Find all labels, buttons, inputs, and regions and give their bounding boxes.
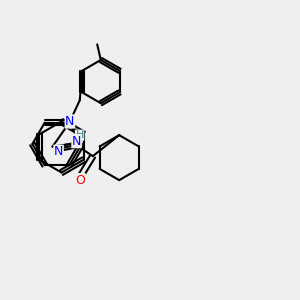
Text: N: N — [54, 145, 63, 158]
Text: N: N — [72, 135, 81, 148]
Text: O: O — [75, 174, 85, 187]
Text: N: N — [65, 115, 75, 128]
Text: H: H — [75, 130, 84, 140]
